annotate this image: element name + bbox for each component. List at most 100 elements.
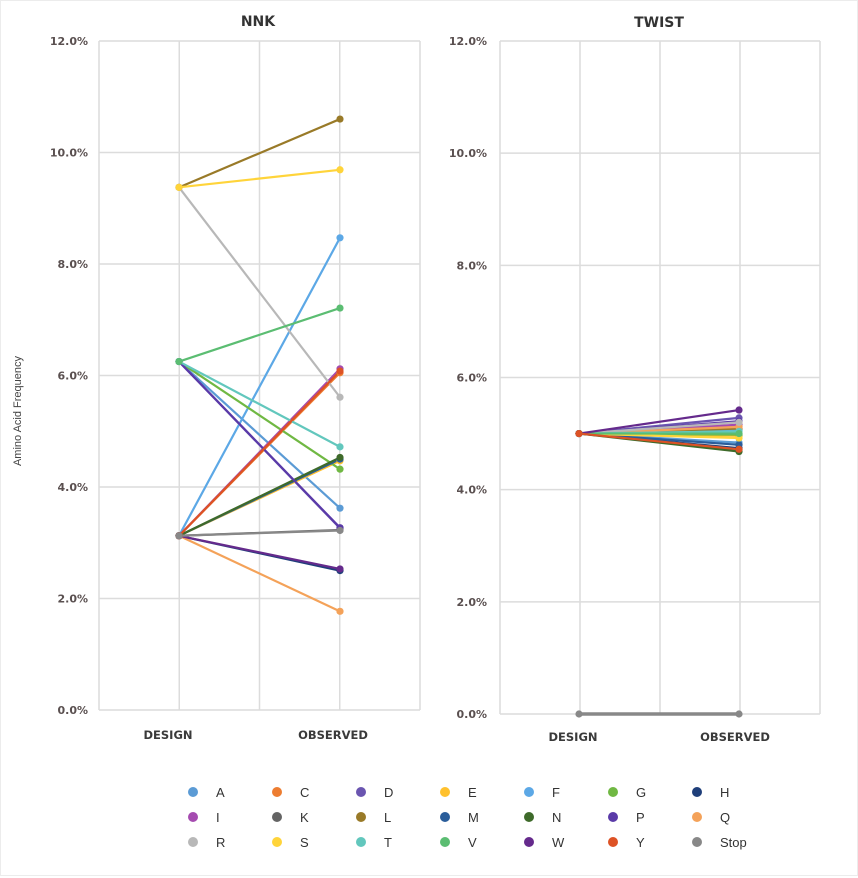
legend-label: Q — [720, 809, 731, 825]
y-tick-label: 4.0% — [456, 484, 487, 497]
x-tick-label-observed-nnk: OBSERVED — [298, 728, 368, 742]
data-point-s — [175, 183, 183, 191]
x-tick-label-observed-twist: OBSERVED — [700, 730, 770, 744]
data-point-stop — [575, 710, 583, 718]
y-tick-label: 6.0% — [456, 372, 487, 385]
series-line-t — [177, 360, 342, 448]
y-tick-label: 0.0% — [456, 708, 487, 721]
y-tick-label: 2.0% — [456, 596, 487, 609]
legend-marker-icon — [188, 812, 198, 822]
plot-area-twist: 0.0% 2.0% 4.0% 6.0% 8.0% 10.0% 12.0% — [449, 35, 821, 721]
legend-marker-icon — [272, 837, 282, 847]
data-point-n — [336, 453, 344, 462]
data-point-t — [336, 443, 344, 451]
legend-label: I — [216, 809, 220, 825]
legend-label: T — [384, 834, 392, 850]
legend-marker-icon — [356, 812, 366, 822]
legend-item-h: H — [692, 782, 729, 802]
y-tick-label: 8.0% — [57, 258, 88, 271]
plot-area-nnk: 0.0% 2.0% 4.0% 6.0% 8.0% 10.0% 12.0% — [50, 35, 421, 717]
legend-marker-icon — [608, 787, 618, 797]
data-point-f — [336, 234, 344, 242]
legend-label: V — [468, 834, 477, 850]
series-line-y — [577, 432, 741, 451]
data-point-q — [336, 607, 344, 615]
y-axis-label: Amino Acid Frequency — [12, 355, 24, 466]
legend-marker-icon — [524, 812, 534, 822]
data-point-y — [575, 429, 583, 438]
legend-item-stop: Stop — [692, 832, 747, 852]
series-line-g — [177, 360, 342, 471]
series-line-p — [177, 360, 342, 529]
legend-marker-icon — [692, 837, 702, 847]
legend-item-i: I — [188, 807, 220, 827]
legend-label: W — [552, 834, 565, 850]
data-point-r — [735, 418, 743, 426]
legend-item-t: T — [356, 832, 392, 852]
y-tick-label: 4.0% — [57, 481, 88, 494]
legend-item-g: G — [608, 782, 646, 802]
legend-marker-icon — [188, 837, 198, 847]
legend-label: P — [636, 809, 645, 825]
legend-item-s: S — [272, 832, 309, 852]
series-line-q — [177, 534, 342, 613]
chart-title-twist: TWIST — [634, 15, 684, 31]
legend-item-y: Y — [608, 832, 645, 852]
legend-label: M — [468, 809, 479, 825]
legend-item-e: E — [440, 782, 477, 802]
legend-marker-icon — [692, 812, 702, 822]
legend-item-c: C — [272, 782, 309, 802]
legend-label: K — [300, 809, 309, 825]
legend-label: D — [384, 784, 394, 800]
legend-marker-icon — [608, 812, 618, 822]
data-point-stop — [336, 526, 344, 535]
y-tick-label: 12.0% — [449, 35, 487, 48]
legend-item-f: F — [524, 782, 560, 802]
legend-label: E — [468, 784, 477, 800]
data-point-v — [735, 429, 743, 438]
y-tick-label: 0.0% — [57, 704, 88, 717]
data-point-s — [336, 166, 344, 174]
legend-marker-icon — [188, 787, 198, 797]
legend-label: N — [552, 809, 562, 825]
data-point-y — [336, 367, 344, 375]
chart-title-nnk: NNK — [241, 14, 276, 30]
y-tick-label: 2.0% — [57, 593, 88, 606]
series-line-stop — [177, 529, 342, 537]
y-tick-label: 12.0% — [50, 35, 88, 48]
y-tick-label: 10.0% — [50, 147, 88, 160]
y-tick-label: 8.0% — [456, 259, 487, 272]
y-tick-label: 10.0% — [449, 147, 487, 160]
legend-marker-icon — [440, 787, 450, 797]
legend-label: L — [384, 809, 392, 825]
data-point-v — [175, 357, 183, 366]
legend-label: R — [216, 834, 226, 850]
legend-item-m: M — [440, 807, 479, 827]
series-line-r — [577, 421, 741, 435]
legend-label: C — [300, 784, 310, 800]
legend-label: F — [552, 784, 560, 800]
series-line-w — [177, 534, 342, 571]
legend-marker-icon — [272, 787, 282, 797]
legend-label: A — [216, 784, 225, 800]
legend-item-p: P — [608, 807, 645, 827]
legend-label: S — [300, 834, 309, 850]
data-point-l — [336, 115, 344, 123]
series-line-f — [177, 236, 342, 537]
legend-item-l: L — [356, 807, 391, 827]
legend-marker-icon — [440, 837, 450, 847]
data-point-stop — [175, 532, 183, 540]
y-tick-label: 6.0% — [57, 370, 88, 383]
series-line-a — [177, 360, 342, 510]
legend-marker-icon — [440, 812, 450, 822]
x-tick-label-design-nnk: DESIGN — [143, 728, 192, 742]
legend-marker-icon — [524, 787, 534, 797]
data-point-stop — [735, 710, 743, 718]
legend-marker-icon — [356, 837, 366, 847]
series-line-y — [177, 369, 342, 537]
legend-marker-icon — [608, 837, 618, 847]
series-line-r — [177, 186, 342, 399]
data-point-v — [336, 304, 344, 312]
series-line-n — [177, 456, 342, 537]
